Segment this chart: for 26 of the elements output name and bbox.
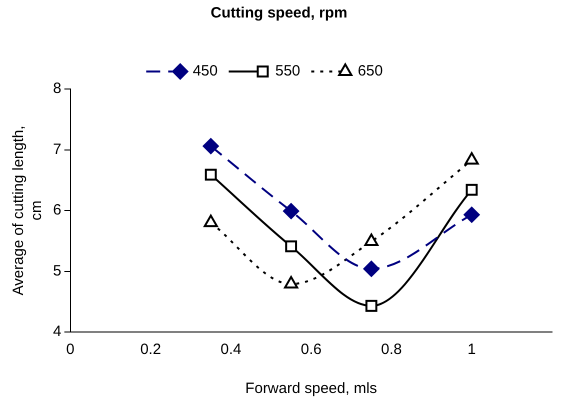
legend-label: 550 <box>275 62 300 80</box>
y-tick-label: 4 <box>53 323 62 340</box>
x-tick-label: 0.8 <box>381 341 402 358</box>
y-tick-label: 8 <box>53 80 62 98</box>
point <box>285 240 298 252</box>
y-tick-label: 5 <box>53 262 62 280</box>
x-tick-label: 0.4 <box>220 341 242 358</box>
point <box>284 276 298 289</box>
x-tick-label: 0 <box>66 341 75 358</box>
legend-title: Cutting speed, rpm <box>210 4 348 22</box>
y-tick-label: 7 <box>53 140 62 158</box>
y-axis-title: Average of cutting length, cm <box>10 126 46 296</box>
point <box>466 184 478 196</box>
point <box>283 203 300 220</box>
x-tick-label: 0.2 <box>140 341 162 358</box>
legend-label: 450 <box>192 62 218 80</box>
legend-label: 650 <box>358 62 383 80</box>
y-tick-label: 6 <box>53 202 62 219</box>
x-tick-label: 0.6 <box>300 341 322 358</box>
point <box>363 260 380 277</box>
point <box>365 300 378 312</box>
x-tick-label: 1 <box>468 341 476 358</box>
point <box>204 168 217 181</box>
point <box>202 138 219 154</box>
point <box>464 206 480 223</box>
x-axis-title: Forward speed, mls <box>245 380 378 398</box>
